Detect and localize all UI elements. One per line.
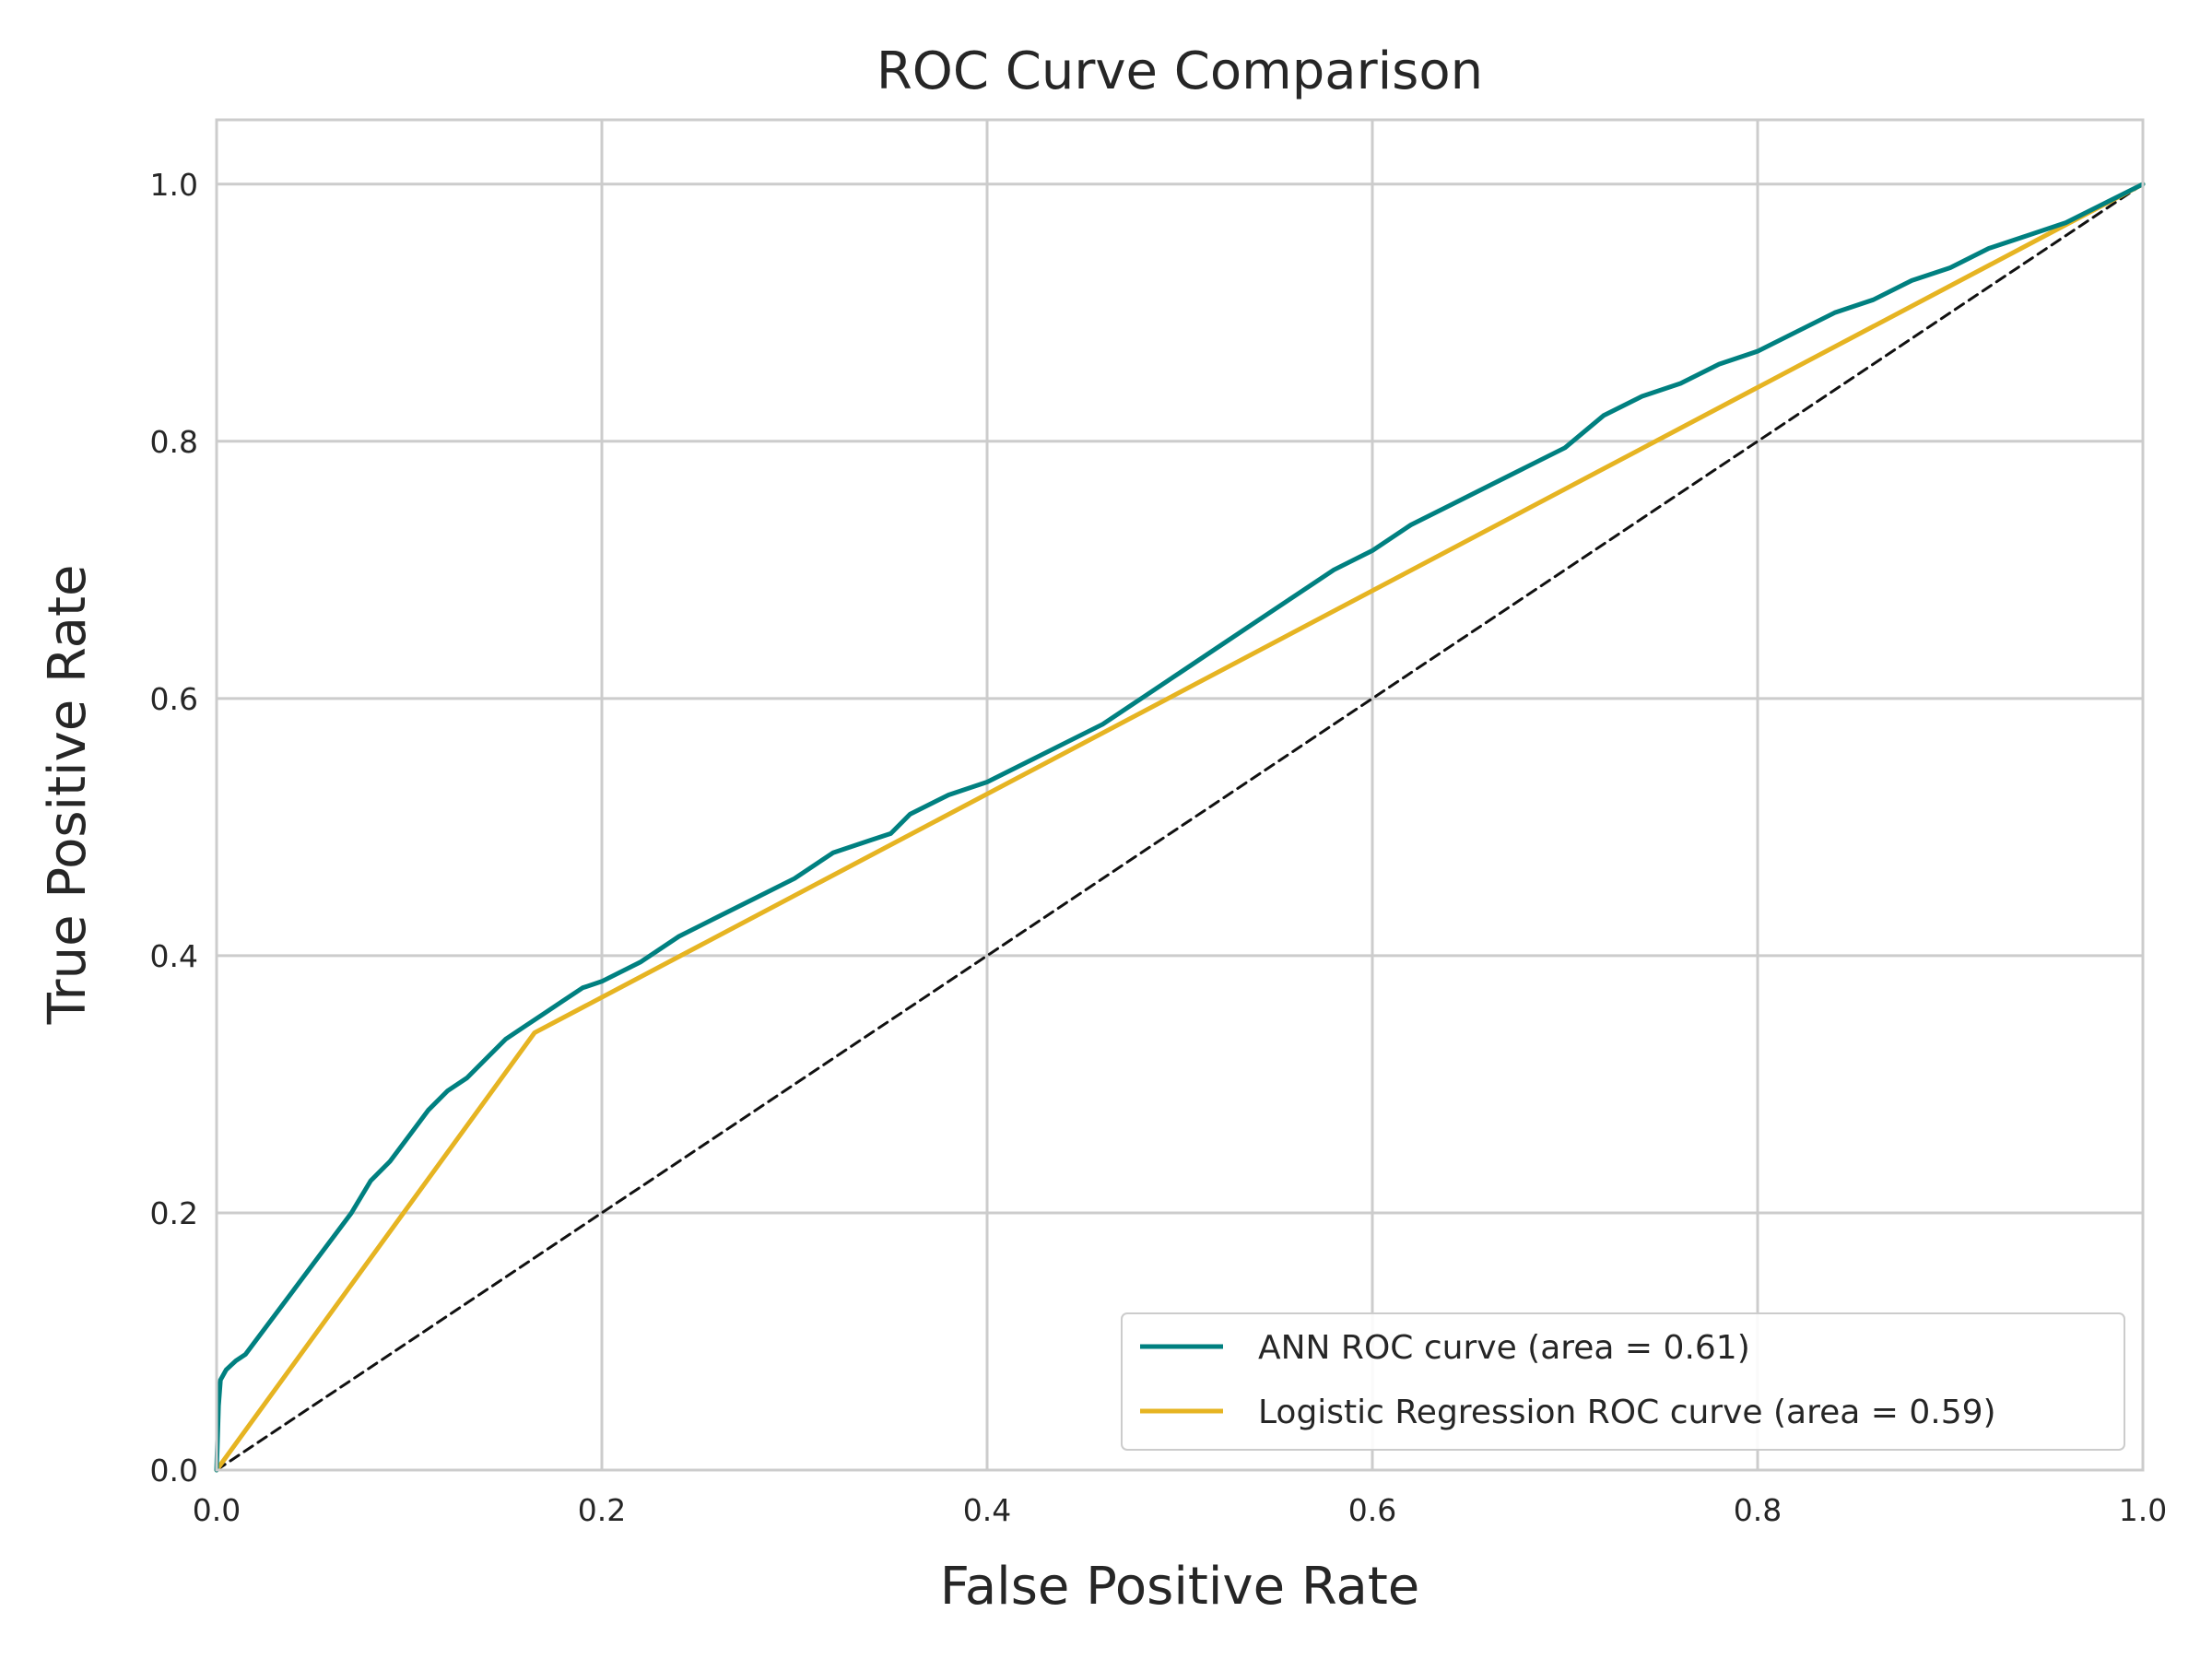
x-tick-labels: 0.0 0.2 0.4 0.6 0.8 1.0 — [193, 1492, 2167, 1528]
x-tick-label: 0.6 — [1348, 1492, 1396, 1528]
y-tick-labels: 0.0 0.2 0.4 0.6 0.8 1.0 — [150, 167, 198, 1488]
x-tick-label: 0.0 — [193, 1492, 241, 1528]
chart-title: ROC Curve Comparison — [877, 41, 1483, 101]
x-axis-label: False Positive Rate — [940, 1557, 1419, 1617]
x-tick-label: 0.8 — [1734, 1492, 1782, 1528]
y-axis-label: True Positive Rate — [38, 565, 98, 1026]
x-tick-label: 0.4 — [963, 1492, 1011, 1528]
y-tick-label: 0.6 — [150, 681, 198, 717]
logistic-regression-roc-curve — [214, 182, 2146, 1473]
chance-diagonal-line — [215, 182, 2145, 1472]
x-tick-label: 0.2 — [578, 1492, 626, 1528]
x-tick-label: 1.0 — [2119, 1492, 2167, 1528]
legend-box — [1121, 1312, 2125, 1451]
series-layer — [214, 182, 2146, 1473]
legend: ANN ROC curve (area = 0.61) Logistic Reg… — [1121, 1312, 2125, 1451]
plot-area — [217, 120, 2143, 1470]
y-tick-label: 0.8 — [150, 424, 198, 460]
y-tick-label: 0.0 — [150, 1453, 198, 1488]
legend-label-ann: ANN ROC curve (area = 0.61) — [1258, 1329, 1750, 1367]
ann-roc-curve — [214, 182, 2146, 1473]
legend-label-logreg: Logistic Regression ROC curve (area = 0.… — [1258, 1394, 1996, 1431]
y-tick-label: 0.2 — [150, 1195, 198, 1231]
plot-frame — [215, 118, 2145, 1472]
y-tick-label: 0.4 — [150, 938, 198, 974]
y-tick-label: 1.0 — [150, 167, 198, 203]
